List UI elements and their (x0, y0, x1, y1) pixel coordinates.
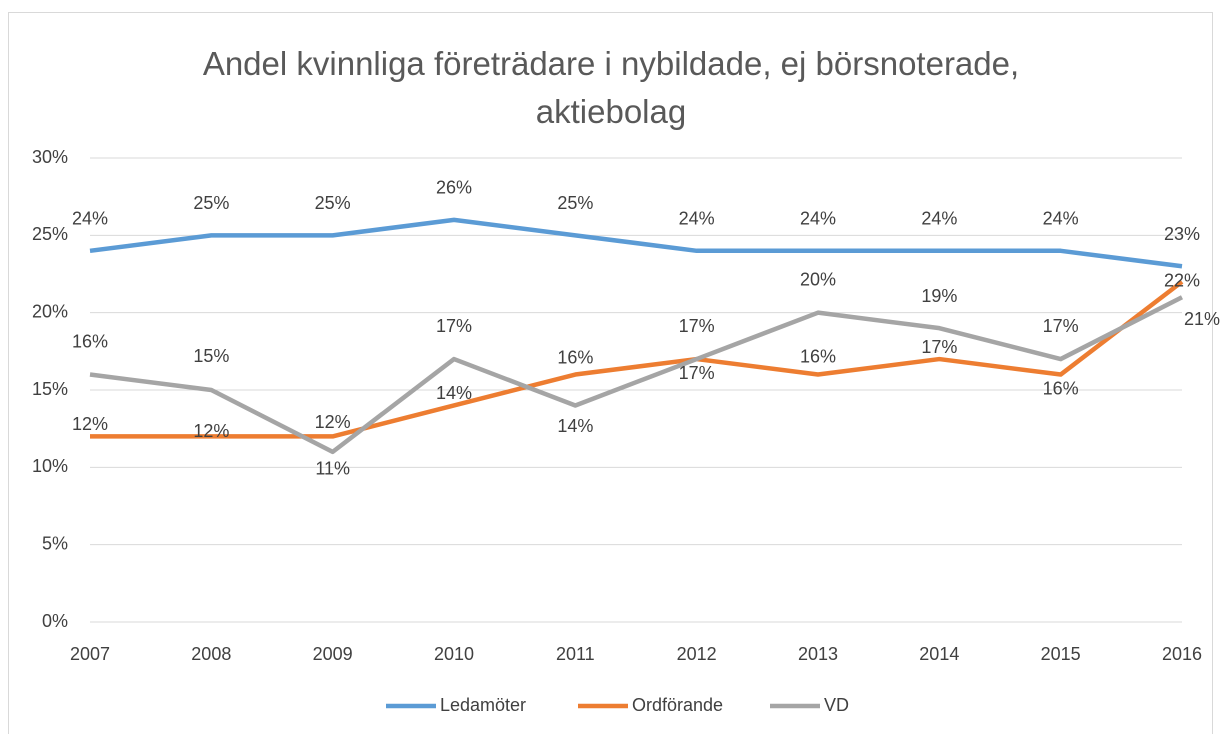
line (89, 295, 1184, 455)
data-label: 24% (72, 209, 108, 229)
x-tick-label: 2014 (919, 644, 959, 664)
data-label: 25% (557, 193, 593, 213)
y-tick-label: 30% (32, 147, 68, 167)
data-label: 16% (800, 346, 836, 366)
data-label: 15% (193, 346, 229, 366)
data-label: 17% (436, 316, 472, 336)
data-label: 17% (679, 316, 715, 336)
line (89, 217, 1183, 269)
data-label: 16% (557, 347, 593, 367)
data-label: 17% (679, 363, 715, 383)
x-tick-label: 2015 (1041, 644, 1081, 664)
data-label: 25% (315, 193, 351, 213)
data-label: 17% (1043, 316, 1079, 336)
legend-label: VD (824, 695, 849, 715)
chart-frame (8, 12, 1213, 734)
x-tick-label: 2016 (1162, 644, 1202, 664)
data-label: 17% (921, 337, 957, 357)
data-label: 26% (436, 178, 472, 198)
y-tick-label: 5% (42, 533, 68, 553)
data-label: 16% (72, 331, 108, 351)
x-tick-label: 2009 (313, 644, 353, 664)
data-label: 12% (72, 414, 108, 434)
data-label: 14% (436, 383, 472, 403)
data-label: 24% (1043, 209, 1079, 229)
data-label: 12% (193, 421, 229, 441)
x-tick-label: 2007 (70, 644, 110, 664)
data-label: 16% (1043, 378, 1079, 398)
data-label: 14% (557, 416, 593, 436)
chart-title: Andel kvinnliga företrädare i nybildade,… (202, 45, 1020, 130)
data-label: 19% (921, 286, 957, 306)
y-tick-label: 0% (42, 611, 68, 631)
data-label: 25% (193, 193, 229, 213)
data-label: 21% (1184, 309, 1220, 329)
data-label: 22% (1164, 270, 1200, 290)
legend-label: Ledamöter (440, 695, 526, 715)
y-tick-label: 25% (32, 224, 68, 244)
data-label: 12% (315, 412, 351, 432)
data-label: 24% (679, 209, 715, 229)
data-label: 23% (1164, 224, 1200, 244)
x-tick-label: 2011 (556, 644, 595, 664)
x-tick-label: 2012 (677, 644, 717, 664)
data-label: 11% (315, 459, 350, 479)
data-label: 24% (800, 209, 836, 229)
line (90, 279, 1184, 439)
y-tick-label: 10% (32, 456, 68, 476)
data-label: 24% (921, 209, 957, 229)
y-tick-label: 15% (32, 379, 68, 399)
x-tick-label: 2008 (191, 644, 231, 664)
legend-label: Ordförande (632, 695, 723, 715)
data-label: 20% (800, 269, 836, 289)
y-tick-label: 20% (32, 301, 68, 321)
x-tick-label: 2013 (798, 644, 838, 664)
x-tick-label: 2010 (434, 644, 474, 664)
